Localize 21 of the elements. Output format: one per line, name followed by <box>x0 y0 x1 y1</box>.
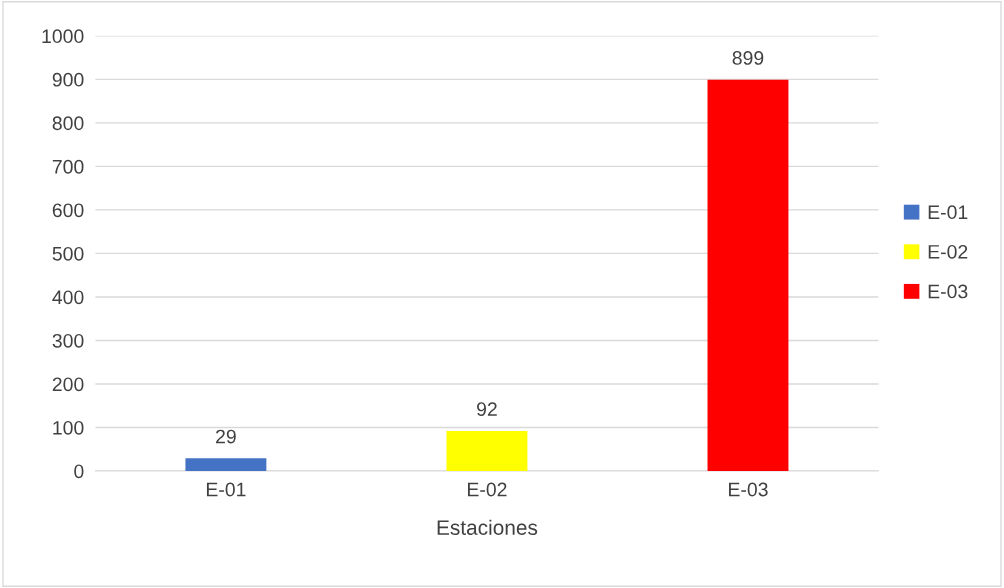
x-axis-title: Estaciones <box>437 519 538 535</box>
data-label: 92 <box>477 402 497 416</box>
x-tick-label: E-01 <box>206 482 246 497</box>
y-tick-label: 100 <box>53 420 84 435</box>
x-tick-label: E-03 <box>729 482 768 497</box>
legend-label: E-03 <box>928 284 968 299</box>
y-tick-label: 600 <box>52 203 84 218</box>
y-tick-label: 800 <box>52 116 84 131</box>
y-tick-label: 200 <box>52 377 84 392</box>
legend-label: E-02 <box>928 244 968 259</box>
x-tick-label: E-02 <box>468 482 507 497</box>
y-tick-label: 0 <box>74 464 84 479</box>
data-label: 29 <box>216 429 236 444</box>
y-tick-label: 300 <box>52 333 84 348</box>
y-tick-label: 700 <box>52 159 84 174</box>
y-tick-label: 500 <box>52 246 84 261</box>
y-tick-label: 1000 <box>42 29 84 44</box>
legend-label: E-01 <box>928 205 968 220</box>
y-tick-label: 900 <box>52 72 84 87</box>
data-label: 899 <box>732 51 764 65</box>
y-tick-label: 400 <box>52 290 84 305</box>
